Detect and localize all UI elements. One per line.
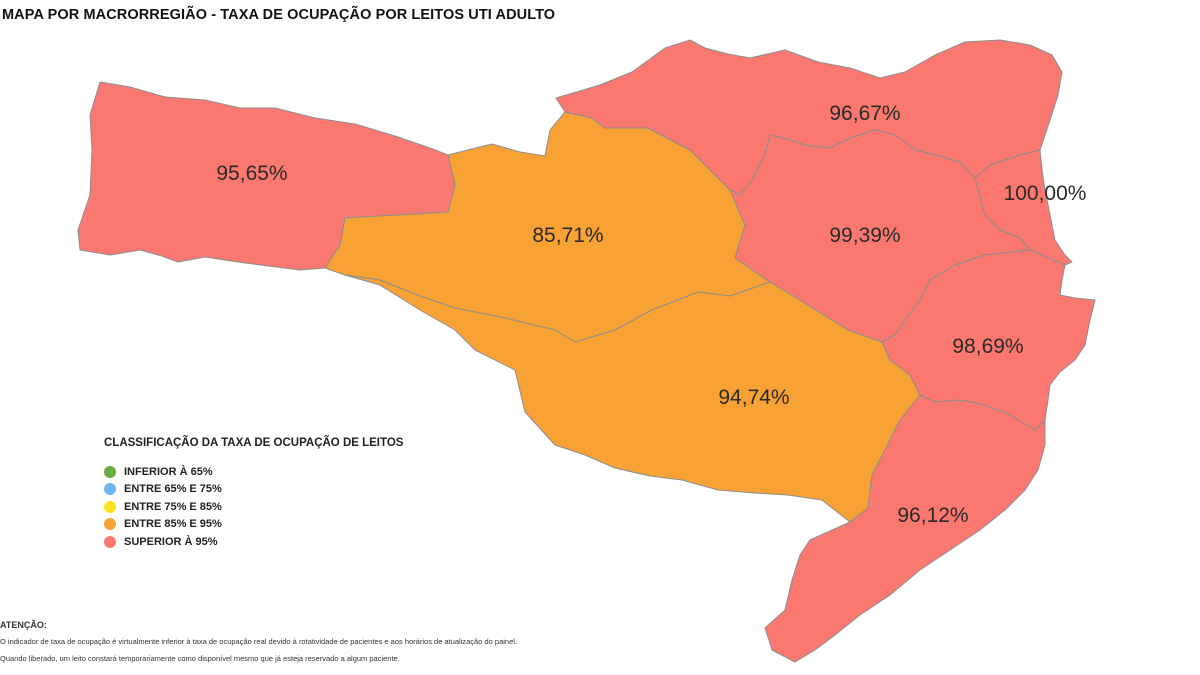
- legend: CLASSIFICAÇÃO DA TAXA DE OCUPAÇÃO DE LEI…: [104, 437, 403, 551]
- legend-title: CLASSIFICAÇÃO DA TAXA DE OCUPAÇÃO DE LEI…: [104, 437, 404, 449]
- page-title: MAPA POR MACRORREGIÃO - TAXA DE OCUPAÇÃO…: [2, 7, 556, 23]
- region-value-label: 96,12%: [897, 504, 968, 527]
- legend-swatch: [104, 518, 116, 531]
- legend-item-superior-95: SUPERIOR À 95%: [104, 533, 403, 551]
- legend-swatch: [104, 483, 116, 496]
- region-value-label: 96,67%: [829, 102, 900, 125]
- notes-title: ATENÇÃO:: [0, 620, 47, 630]
- region-value-label: 98,69%: [952, 335, 1023, 358]
- legend-swatch: [104, 465, 116, 478]
- region-value-label: 100,00%: [1004, 182, 1087, 205]
- legend-item-inferior-65: INFERIOR À 65%: [104, 463, 403, 481]
- notes: ATENÇÃO: O indicador de taxa de ocupação…: [0, 620, 517, 671]
- legend-swatch: [104, 500, 116, 513]
- legend-swatch: [104, 535, 116, 548]
- legend-label: ENTRE 75% E 85%: [124, 500, 222, 513]
- legend-item-85-95: ENTRE 85% E 95%: [104, 516, 403, 534]
- legend-label: ENTRE 65% E 75%: [124, 483, 222, 496]
- region-foz[interactable]: [974, 149, 1073, 266]
- legend-label: INFERIOR À 65%: [124, 465, 213, 478]
- legend-label: ENTRE 85% E 95%: [124, 518, 222, 531]
- region-value-label: 99,39%: [829, 224, 900, 247]
- notes-line: O indicador de taxa de ocupação é virtua…: [0, 637, 518, 646]
- legend-item-75-85: ENTRE 75% E 85%: [104, 498, 403, 516]
- region-value-label: 85,71%: [532, 224, 603, 247]
- legend-label: SUPERIOR À 95%: [124, 535, 218, 548]
- legend-item-65-75: ENTRE 65% E 75%: [104, 481, 403, 499]
- notes-line: Quando liberado, um leito constará tempo…: [0, 654, 400, 663]
- region-value-label: 94,74%: [718, 386, 789, 409]
- region-value-label: 95,65%: [216, 162, 287, 185]
- region-sul[interactable]: [764, 394, 1046, 663]
